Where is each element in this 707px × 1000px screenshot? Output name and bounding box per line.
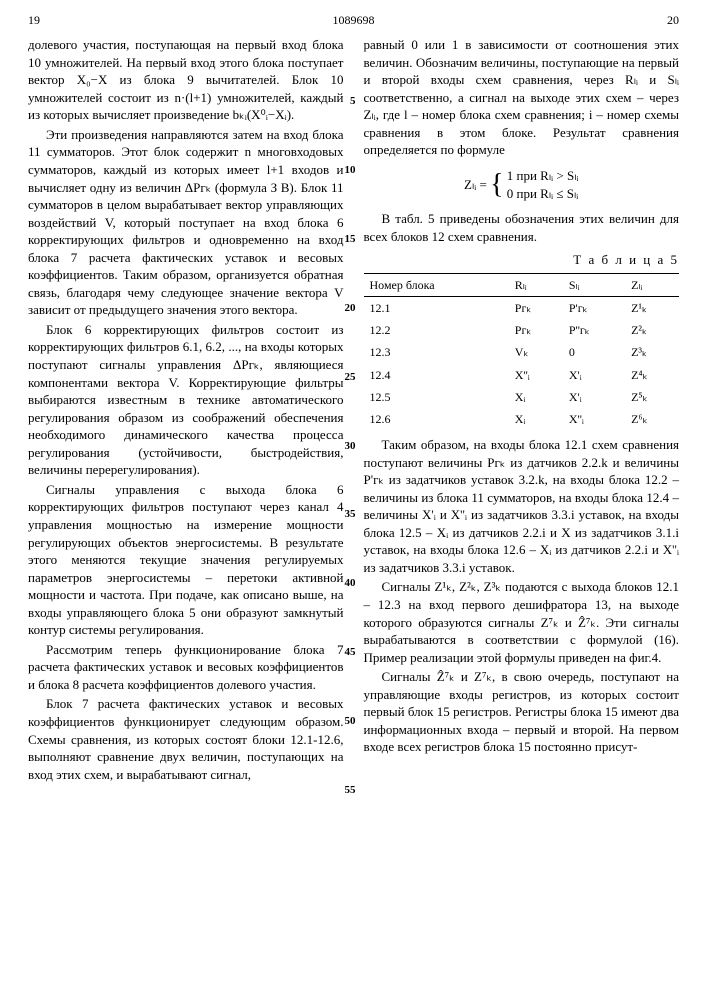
td: 12.1: [364, 296, 509, 319]
line-mark: 35: [345, 507, 356, 522]
para: Сигналы управления с выхода блока 6 корр…: [28, 481, 344, 639]
table-row: 12.4X''ᵢX'ᵢZ⁴ₖ: [364, 364, 680, 386]
para: В табл. 5 приведены обозначения этих вел…: [364, 210, 680, 245]
table-row: 12.1PгₖP'гₖZ¹ₖ: [364, 296, 680, 319]
td: P'гₖ: [563, 296, 625, 319]
th: Rₗᵢ: [509, 273, 563, 296]
td: Xᵢ: [509, 386, 563, 408]
para: Блок 6 корректирующих фильтров состоит и…: [28, 321, 344, 479]
line-mark: 45: [345, 645, 356, 660]
th: Sₗᵢ: [563, 273, 625, 296]
td: Vₖ: [509, 341, 563, 363]
td: 0: [563, 341, 625, 363]
para: Блок 7 расчета фактических уставок и вес…: [28, 695, 344, 783]
columns: 5 10 15 20 25 30 35 40 45 50 55 долевого…: [28, 36, 679, 785]
line-mark: 50: [345, 714, 356, 729]
formula-line: 1 при Rₗᵢ > Sₗᵢ: [507, 168, 579, 183]
th: Zₗᵢ: [625, 273, 679, 296]
td: Z⁴ₖ: [625, 364, 679, 386]
td: Z⁵ₖ: [625, 386, 679, 408]
table-row: 12.6XᵢX''ᵢZ⁶ₖ: [364, 408, 680, 430]
line-mark: 5: [350, 94, 356, 109]
formula-lhs: Zₗᵢ =: [464, 176, 487, 194]
td: 12.3: [364, 341, 509, 363]
formula: Zₗᵢ = { 1 при Rₗᵢ > Sₗᵢ 0 при Rₗᵢ ≤ Sₗᵢ: [364, 167, 680, 202]
td: Pгₖ: [509, 319, 563, 341]
formula-line: 0 при Rₗᵢ ≤ Sₗᵢ: [507, 186, 579, 201]
table-5: Номер блока Rₗᵢ Sₗᵢ Zₗᵢ 12.1PгₖP'гₖZ¹ₖ12…: [364, 273, 680, 430]
td: P''гₖ: [563, 319, 625, 341]
para: Сигналы Ẑ⁷ₖ и Z⁷ₖ, в свою очередь, посту…: [364, 668, 680, 756]
page-left: 19: [28, 12, 58, 28]
line-mark: 20: [345, 301, 356, 316]
line-mark: 30: [345, 439, 356, 454]
td: X''ᵢ: [563, 408, 625, 430]
para: Сигналы Z¹ₖ, Z²ₖ, Z³ₖ подаются с выхода …: [364, 578, 680, 666]
para: Рассмотрим теперь функционирование блока…: [28, 641, 344, 694]
table-row: 12.5XᵢX'ᵢZ⁵ₖ: [364, 386, 680, 408]
line-mark: 25: [345, 370, 356, 385]
left-column: 5 10 15 20 25 30 35 40 45 50 55 долевого…: [28, 36, 344, 785]
td: Z⁶ₖ: [625, 408, 679, 430]
td: Z²ₖ: [625, 319, 679, 341]
para: долевого участия, поступающая на первый …: [28, 36, 344, 124]
para: равный 0 или 1 в зависимости от соотноше…: [364, 36, 680, 159]
td: X'ᵢ: [563, 364, 625, 386]
table-title: Т а б л и ц а 5: [364, 251, 680, 269]
td: Z¹ₖ: [625, 296, 679, 319]
line-mark: 55: [345, 783, 356, 798]
page-right: 20: [649, 12, 679, 28]
td: 12.2: [364, 319, 509, 341]
para: Эти произведения направляются затем на в…: [28, 126, 344, 319]
td: Xᵢ: [509, 408, 563, 430]
line-mark: 10: [345, 163, 356, 178]
line-mark: 15: [345, 232, 356, 247]
table-row: 12.2PгₖP''гₖZ²ₖ: [364, 319, 680, 341]
td: 12.5: [364, 386, 509, 408]
td: Pгₖ: [509, 296, 563, 319]
td: Z³ₖ: [625, 341, 679, 363]
table-row: 12.3Vₖ0Z³ₖ: [364, 341, 680, 363]
td: 12.4: [364, 364, 509, 386]
right-column: равный 0 или 1 в зависимости от соотноше…: [364, 36, 680, 785]
th: Номер блока: [364, 273, 509, 296]
page-header: 19 1089698 20: [28, 12, 679, 28]
line-mark: 40: [345, 576, 356, 591]
doc-number: 1089698: [58, 12, 649, 28]
brace-icon: {: [490, 171, 503, 199]
td: 12.6: [364, 408, 509, 430]
td: X'ᵢ: [563, 386, 625, 408]
td: X''ᵢ: [509, 364, 563, 386]
para: Таким образом, на входы блока 12.1 схем …: [364, 436, 680, 576]
